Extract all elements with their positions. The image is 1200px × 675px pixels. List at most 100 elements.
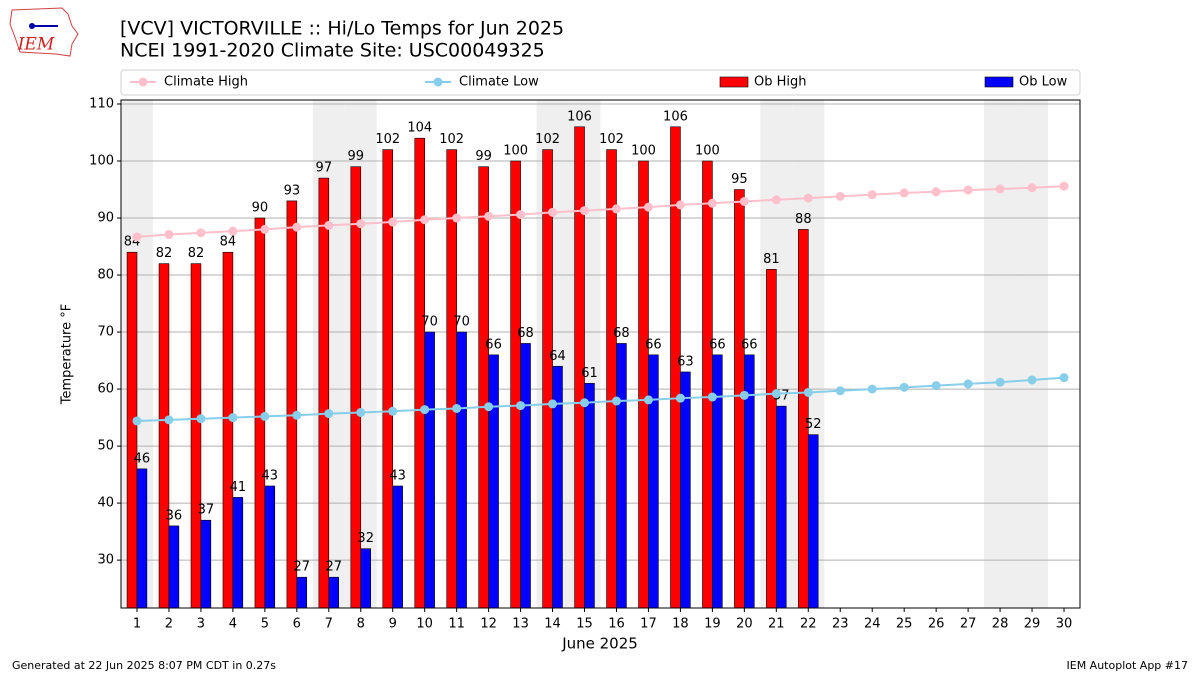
y-tick-label: 30 [97, 553, 114, 568]
bar-value-label: 106 [663, 109, 688, 124]
bar-value-label: 68 [517, 326, 534, 341]
line-point [867, 190, 877, 200]
bar [807, 434, 819, 609]
line-point [675, 393, 685, 403]
line-point [771, 389, 781, 399]
bar-value-label: 100 [631, 144, 656, 159]
bar-value-label: 84 [220, 235, 237, 250]
line-point [516, 210, 526, 220]
line-point [388, 217, 398, 227]
y-tick-label: 80 [97, 268, 114, 283]
bar-value-label: 52 [805, 417, 822, 432]
bar [520, 343, 531, 609]
bar-value-label: 64 [549, 349, 566, 364]
line-point [548, 207, 558, 217]
x-tick-label: 1 [133, 617, 141, 632]
line-point [1059, 181, 1069, 191]
line-point [260, 224, 270, 234]
bar [158, 263, 170, 609]
bar-value-label: 82 [188, 246, 205, 261]
line-point [611, 396, 621, 406]
line-point [803, 193, 813, 203]
line-point [995, 184, 1005, 194]
x-tick-label: 28 [992, 617, 1009, 632]
footer-right: IEM Autoplot App #17 [1067, 659, 1189, 672]
line-point [995, 377, 1005, 387]
weekend-shade [1016, 100, 1049, 608]
line-point [516, 401, 526, 411]
line-point [484, 402, 494, 412]
line-point [132, 232, 142, 242]
line [136, 185, 1065, 238]
line-point [260, 411, 270, 421]
x-tick-label: 17 [640, 617, 657, 632]
bar-value-label: 102 [439, 132, 464, 147]
x-tick-label: 12 [480, 617, 497, 632]
bar-value-label: 27 [293, 560, 310, 575]
line-point [675, 200, 685, 210]
bar [414, 137, 425, 609]
line-point [356, 219, 366, 229]
x-tick-label: 16 [608, 617, 625, 632]
bar-value-label: 95 [731, 172, 748, 187]
line-point [228, 413, 238, 423]
line-point [867, 384, 877, 394]
bar-value-label: 41 [230, 480, 247, 495]
bar [190, 263, 202, 609]
bar [232, 497, 244, 609]
legend-box [120, 69, 1081, 96]
line-point [132, 416, 142, 426]
line-point [164, 415, 174, 425]
x-axis-label: June 2025 [561, 635, 638, 653]
legend-label: Ob High [754, 75, 807, 90]
line-point [963, 379, 973, 389]
line-point [1027, 183, 1037, 193]
legend-marker [433, 77, 443, 87]
y-tick-label: 90 [97, 211, 114, 226]
y-axis-label: Temperature °F [60, 304, 75, 405]
weekend-shade [984, 100, 1017, 608]
legend-marker [138, 77, 148, 87]
line-point [931, 381, 941, 391]
footer-left: Generated at 22 Jun 2025 8:07 PM CDT in … [12, 659, 276, 672]
bar [424, 331, 435, 609]
bar-value-label: 97 [316, 161, 333, 176]
legend-label: Climate High [164, 75, 248, 90]
bar [126, 251, 138, 609]
bar-value-label: 102 [535, 132, 560, 147]
x-tick-label: 18 [672, 617, 689, 632]
line-point [899, 382, 909, 392]
bar [168, 525, 180, 609]
legend-label: Ob Low [1019, 75, 1068, 90]
legend-label: Climate Low [459, 75, 539, 90]
line-point [835, 191, 845, 201]
line-point [292, 410, 302, 420]
plot-frame [120, 99, 1081, 609]
line-point [228, 226, 238, 236]
bar-value-label: 99 [475, 149, 492, 164]
x-tick-label: 29 [1024, 617, 1041, 632]
x-tick-label: 6 [293, 617, 301, 632]
bar-value-label: 102 [375, 132, 400, 147]
bar [200, 519, 212, 609]
bar [222, 251, 234, 609]
bar [638, 160, 649, 609]
x-tick-label: 13 [512, 617, 529, 632]
line-point [324, 220, 334, 230]
bar-value-label: 81 [763, 252, 780, 267]
y-tick-label: 100 [89, 154, 114, 169]
bar-value-label: 102 [599, 132, 624, 147]
bar-value-label: 37 [198, 503, 215, 518]
y-tick-label: 60 [97, 382, 114, 397]
bar [766, 269, 777, 609]
y-tick-label: 110 [89, 96, 114, 111]
bar [488, 354, 499, 609]
logo-shape [9, 7, 79, 57]
bar-value-label: 66 [645, 337, 662, 352]
x-tick-label: 15 [576, 617, 593, 632]
line-point [196, 228, 206, 238]
bar [360, 548, 371, 609]
bar-value-label: 68 [613, 326, 630, 341]
line-point [452, 213, 462, 223]
bar-value-label: 43 [262, 468, 279, 483]
